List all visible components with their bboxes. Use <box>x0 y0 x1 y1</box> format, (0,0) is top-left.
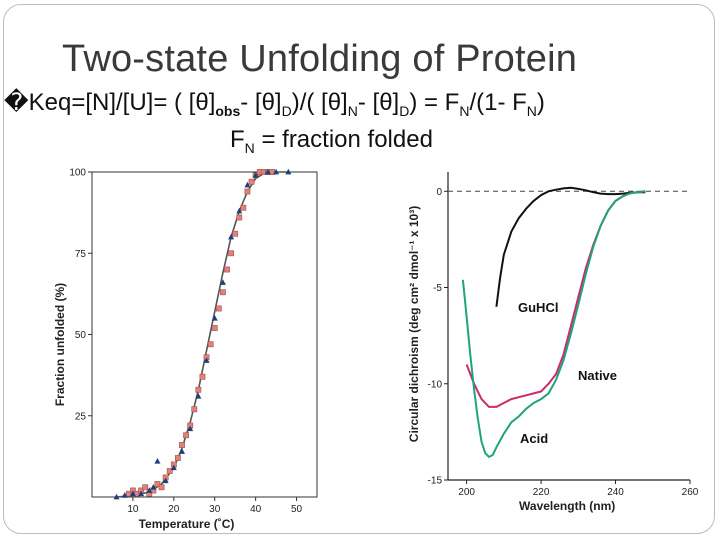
data-point-square <box>158 484 165 491</box>
data-point-square <box>166 468 173 474</box>
data-point-square <box>142 484 149 491</box>
data-point-square <box>215 305 222 312</box>
fn-definition: FN = fraction folded <box>230 126 433 156</box>
data-point-square <box>199 373 206 380</box>
left-x-tick-label: 10 <box>127 504 139 515</box>
left-plot-frame <box>91 171 318 498</box>
right-y-tick-label: -5 <box>433 283 442 294</box>
data-point-square <box>195 386 202 393</box>
left-x-tick-label: 20 <box>168 504 180 515</box>
left-x-tick-label: 40 <box>250 504 262 515</box>
right-x-tick-label: 200 <box>458 487 475 498</box>
data-point-triangle <box>195 393 202 399</box>
data-point-triangle <box>187 425 194 432</box>
data-point-square <box>211 325 218 331</box>
data-point-triangle <box>219 279 226 285</box>
data-point-triangle <box>162 477 169 484</box>
data-point-triangle <box>285 168 292 175</box>
data-point-triangle <box>228 233 235 240</box>
left-y-tick-label: 25 <box>75 411 87 422</box>
cd-series-label-guhcl: GuHCl <box>518 300 558 315</box>
right-y-axis-label: Circular dichroism (deg cm² dmol⁻¹ x 10³… <box>407 206 421 442</box>
eq-sub: D <box>399 102 410 119</box>
data-point-square <box>154 481 161 487</box>
data-point-square <box>207 341 214 348</box>
right-x-tick-label: 240 <box>607 487 624 498</box>
data-point-triangle <box>121 492 128 498</box>
data-point-triangle <box>236 207 243 214</box>
cd-series-label-acid: Acid <box>520 431 548 446</box>
data-point-square <box>224 266 230 273</box>
right-y-tick-label: 0 <box>436 187 442 198</box>
eq-sub: obs <box>215 102 241 119</box>
cd-series-line-acid <box>461 190 646 459</box>
fn-part: F <box>230 126 245 153</box>
data-point-square <box>179 442 185 448</box>
eq-part: - [θ] <box>240 89 282 116</box>
left-x-tick-label: 30 <box>209 504 221 515</box>
eq-part: - [θ] <box>357 89 400 116</box>
left-x-axis-label: Temperature (˚C) <box>139 517 235 531</box>
data-point-triangle <box>154 458 161 464</box>
eq-part: )/( [θ] <box>291 89 348 116</box>
eq-sub: N <box>347 102 358 119</box>
eq-sub: N <box>526 102 537 119</box>
bullet-glyph: � <box>4 89 29 116</box>
right-x-tick-label: 220 <box>533 487 550 498</box>
right-y-tick-label: -15 <box>428 476 443 487</box>
data-point-triangle <box>203 357 210 363</box>
keq-equation: �Keq=[N]/[U]= ( [θ]obs- [θ]D)/( [θ]N- [θ… <box>4 88 545 119</box>
cd-series-line-guhcl <box>495 186 646 307</box>
left-x-tick-label: 50 <box>291 504 303 515</box>
data-point-triangle <box>150 484 157 490</box>
data-point-triangle <box>179 448 185 454</box>
left-y-tick-label: 50 <box>75 330 87 341</box>
fn-sub: N <box>244 139 255 156</box>
right-x-tick-label: 260 <box>682 487 699 498</box>
data-point-triangle <box>244 181 251 188</box>
data-point-triangle <box>273 168 280 175</box>
data-point-triangle <box>129 490 136 497</box>
eq-sub: D <box>281 102 292 119</box>
data-point-square <box>244 188 251 195</box>
eq-part: Keq=[N]/[U]= ( [θ] <box>28 89 216 116</box>
slide-frame <box>3 4 715 534</box>
data-point-triangle <box>252 172 259 178</box>
eq-part: /(1- F <box>469 89 527 116</box>
eq-sub: N <box>459 102 470 119</box>
data-point-triangle <box>211 315 218 321</box>
two-state-fit-curve <box>116 171 289 498</box>
slide-title: Two-state Unfolding of Protein <box>62 38 578 80</box>
data-point-square <box>191 406 198 413</box>
data-point-square <box>220 289 226 296</box>
data-point-square <box>236 214 243 221</box>
data-point-triangle <box>138 490 145 497</box>
data-point-square <box>248 178 255 185</box>
fn-part: = fraction folded <box>254 126 433 153</box>
data-point-square <box>232 230 239 237</box>
data-point-square <box>175 455 181 461</box>
data-point-triangle <box>113 493 120 500</box>
cd-series-label-native: Native <box>578 368 617 383</box>
left-y-tick-label: 75 <box>75 249 87 260</box>
data-point-square <box>183 432 189 439</box>
eq-part: ) = F <box>409 89 460 116</box>
right-x-axis-label: Wavelength (nm) <box>519 499 615 513</box>
eq-part: ) <box>536 89 545 116</box>
data-point-triangle <box>170 464 177 471</box>
data-point-triangle <box>146 487 153 493</box>
data-point-square <box>240 204 247 211</box>
right-y-tick-label: -10 <box>428 379 443 390</box>
data-point-triangle <box>264 168 271 175</box>
data-point-square <box>228 250 234 257</box>
left-y-tick-label: 100 <box>69 168 86 179</box>
left-y-axis-label: Fraction unfolded (%) <box>53 283 67 406</box>
